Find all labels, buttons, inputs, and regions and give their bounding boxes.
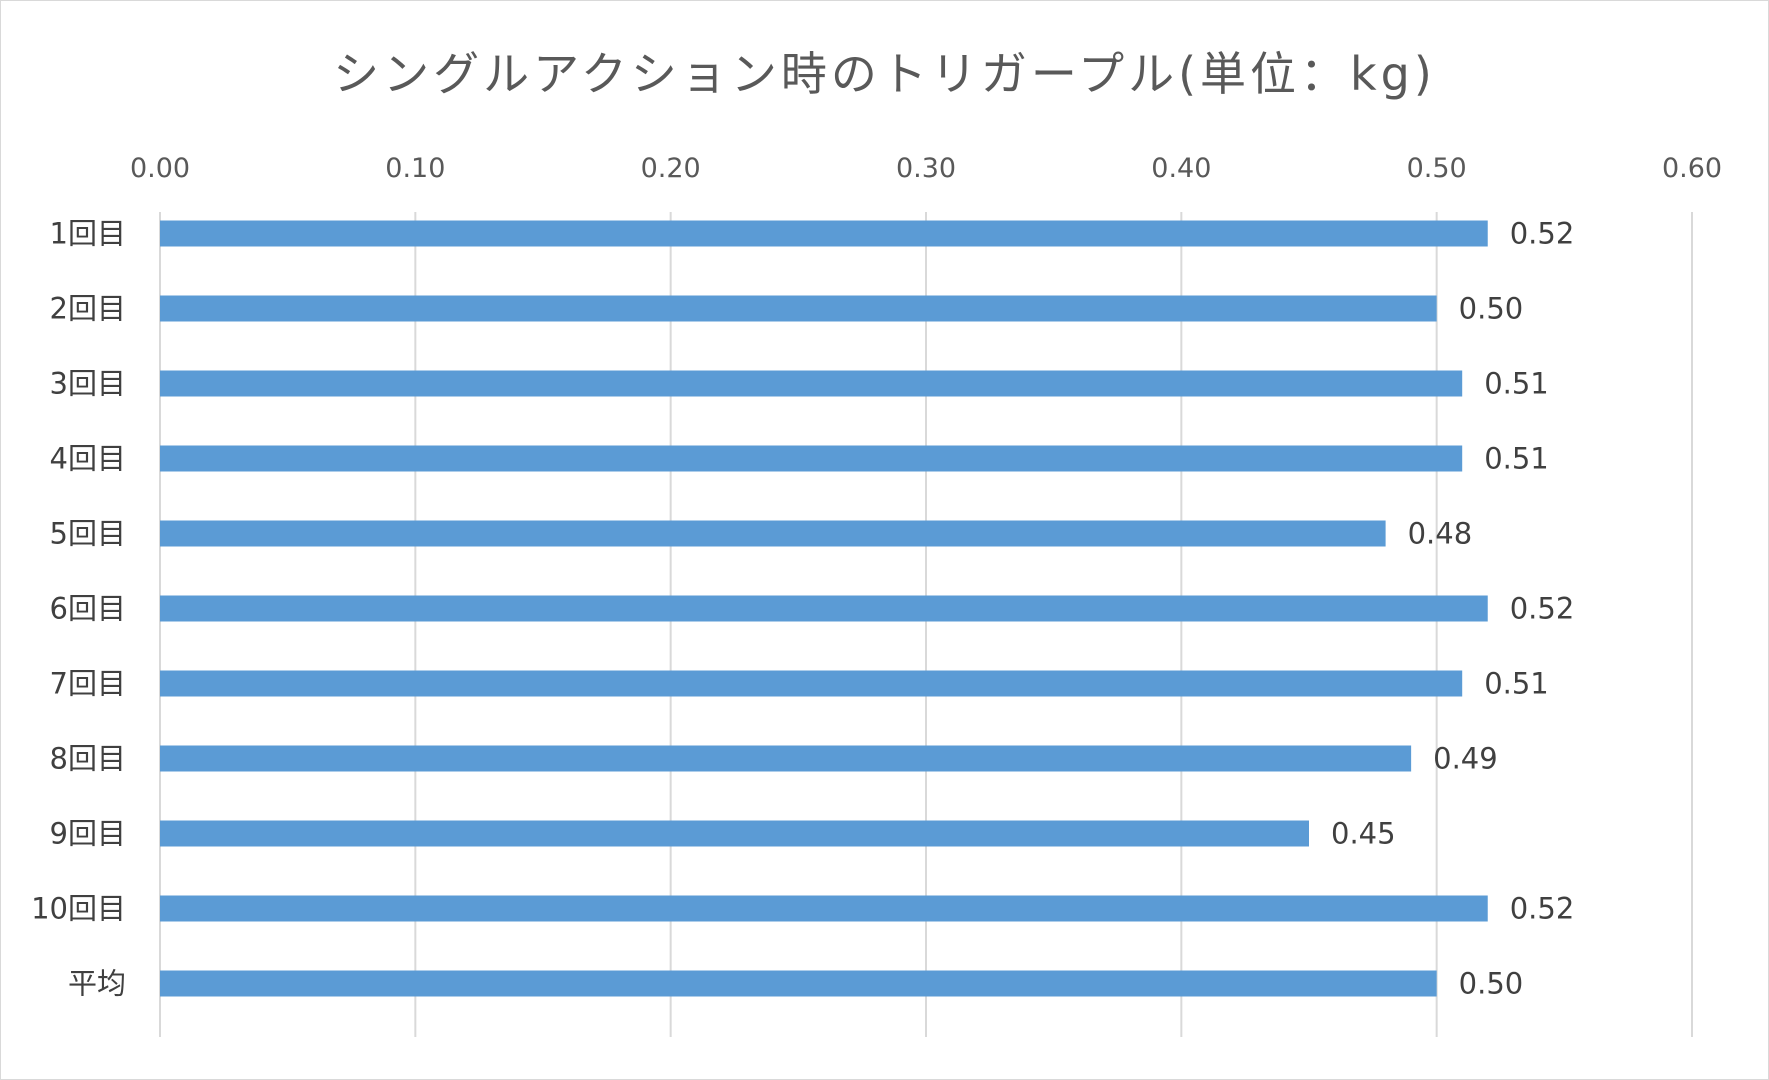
data-label: 0.50 xyxy=(1459,292,1524,326)
data-label: 0.45 xyxy=(1331,817,1396,851)
category-label: 5回目 xyxy=(50,517,126,551)
x-tick-label: 0.60 xyxy=(1662,153,1722,184)
bar xyxy=(160,670,1463,697)
category-label: 4回目 xyxy=(50,442,126,476)
data-label: 0.48 xyxy=(1408,517,1473,551)
bar xyxy=(160,370,1463,397)
data-label: 0.49 xyxy=(1433,742,1498,776)
data-label: 0.51 xyxy=(1484,367,1549,401)
category-label: 8回目 xyxy=(50,742,126,776)
bar xyxy=(160,595,1488,622)
bars xyxy=(160,220,1488,997)
x-tick-label: 0.10 xyxy=(385,153,445,184)
bar xyxy=(160,895,1488,922)
category-label: 9回目 xyxy=(50,817,126,851)
bar xyxy=(160,220,1488,247)
data-label: 0.51 xyxy=(1484,667,1549,701)
data-labels: 0.52 0.50 0.51 0.51 0.48 0.52 0.51 0.49 0.45 0.52… xyxy=(1331,217,1574,1001)
data-label: 0.50 xyxy=(1459,967,1524,1001)
bar xyxy=(160,820,1309,847)
data-label: 0.52 xyxy=(1510,892,1575,926)
x-tick-label: 0.20 xyxy=(641,153,701,184)
category-label: 1回目 xyxy=(50,217,126,251)
x-tick-label: 0.00 xyxy=(130,153,190,184)
x-axis-ticks: 0.00 0.10 0.20 0.30 0.40 0.50 0.60 xyxy=(130,153,1722,184)
x-tick-label: 0.40 xyxy=(1151,153,1211,184)
bar xyxy=(160,970,1437,997)
bar xyxy=(160,295,1437,322)
data-label: 0.51 xyxy=(1484,442,1549,476)
data-label: 0.52 xyxy=(1510,592,1575,626)
category-label: 平均 xyxy=(68,967,126,1001)
category-label: 2回目 xyxy=(50,292,126,326)
x-tick-label: 0.50 xyxy=(1407,153,1467,184)
bar xyxy=(160,745,1412,772)
data-label: 0.52 xyxy=(1510,217,1575,251)
category-label: 3回目 xyxy=(50,367,126,401)
x-tick-label: 0.30 xyxy=(896,153,956,184)
chart-title: シングルアクション時のトリガープル(単位：kg) xyxy=(333,47,1436,101)
bar xyxy=(160,445,1463,472)
category-label: 7回目 xyxy=(50,667,126,701)
category-label: 6回目 xyxy=(50,592,126,626)
bar xyxy=(160,520,1386,547)
category-label: 10回目 xyxy=(31,892,126,926)
